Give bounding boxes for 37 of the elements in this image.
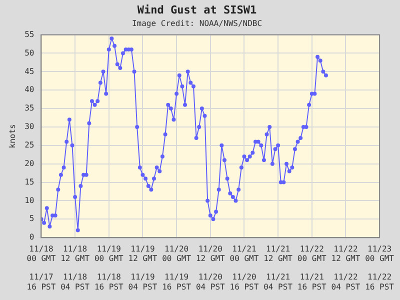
x-tick-label: 11/19 00 GMT xyxy=(94,244,124,264)
y-tick-label: 5 xyxy=(29,214,34,224)
x-tick-label: 11/21 12 GMT xyxy=(264,244,293,264)
y-tick-label: 30 xyxy=(24,122,34,132)
y-axis-title: knots xyxy=(8,124,17,148)
y-tick-label: 20 xyxy=(24,158,34,168)
x-tick-label: 11/22 00 GMT xyxy=(297,244,327,264)
x2-tick-label: 11/18 16 PST xyxy=(94,272,124,292)
x2-tick-label: 11/19 04 PST xyxy=(128,272,158,292)
y-tick-label: 10 xyxy=(24,196,34,205)
y-tick-label: 15 xyxy=(24,177,34,186)
x-tick-label: 11/21 00 GMT xyxy=(230,244,259,264)
x-tick-label: 11/19 12 GMT xyxy=(128,244,158,264)
x-tick-label: 11/22 12 GMT xyxy=(331,244,360,264)
y-tick-label: 45 xyxy=(24,66,34,76)
x-tick-label: 11/20 00 GMT xyxy=(162,244,192,264)
y-tick-label: 55 xyxy=(24,30,34,39)
y-tick-label: 0 xyxy=(29,232,34,242)
x-tick-label: 11/18 12 GMT xyxy=(60,244,90,264)
chart-subtitle: Image Credit: NOAA/NWS/NDBC xyxy=(132,19,262,28)
y-tick-label: 25 xyxy=(24,140,34,150)
x-tick-label: 11/23 00 GMT xyxy=(365,244,394,264)
x-tick-label: 11/18 00 GMT xyxy=(26,244,56,264)
x-tick-label: 11/20 12 GMT xyxy=(196,244,226,264)
x2-tick-label: 11/20 16 PST xyxy=(230,272,259,292)
y-tick-label: 40 xyxy=(24,85,34,94)
x2-tick-label: 11/21 16 PST xyxy=(297,272,327,292)
x2-tick-label: 11/20 04 PST xyxy=(196,272,226,292)
y-tick-label: 35 xyxy=(24,104,34,113)
x2-tick-label: 11/18 04 PST xyxy=(60,272,90,292)
chart-title: Wind Gust at SISW1 xyxy=(137,3,257,16)
y-tick-label: 50 xyxy=(24,48,34,58)
x2-tick-label: 11/19 16 PST xyxy=(162,272,192,292)
x2-tick-label: 11/22 16 PST xyxy=(365,272,394,292)
x2-tick-label: 11/17 16 PST xyxy=(26,272,56,292)
x2-tick-label: 11/22 04 PST xyxy=(331,272,360,292)
x2-tick-label: 11/21 04 PST xyxy=(264,272,293,292)
